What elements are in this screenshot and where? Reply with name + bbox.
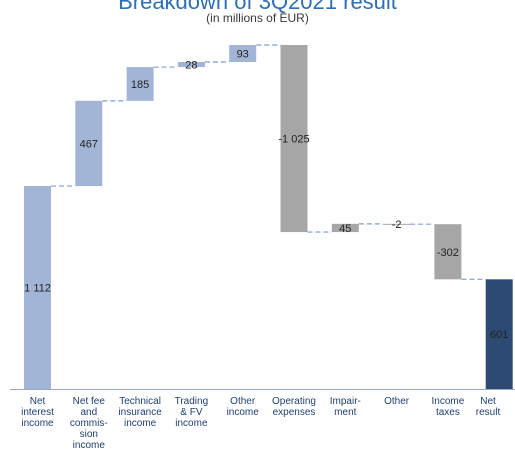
bar-0 xyxy=(24,186,51,389)
bar-2 xyxy=(126,67,154,101)
category-label-4: Other income xyxy=(226,396,259,418)
category-label-2: Technical insurance income xyxy=(118,396,162,429)
value-label-6: 45 xyxy=(339,223,351,235)
bar-8 xyxy=(434,224,462,280)
bar-7 xyxy=(383,223,411,225)
category-label-9: Net result xyxy=(475,396,501,418)
chart-title: Breakdown of 3Q2021 result xyxy=(118,0,397,14)
category-label-1: Net fee and commis- sion income xyxy=(69,396,108,451)
bar-5 xyxy=(280,45,308,233)
bar-1 xyxy=(75,100,103,187)
value-label-8: -302 xyxy=(437,247,459,259)
category-label-3: Trading & FV income xyxy=(174,396,209,429)
value-label-7: -2 xyxy=(392,219,402,231)
bar-9 xyxy=(485,279,513,389)
chart-subtitle: (in millions of EUR) xyxy=(206,11,309,25)
value-label-9: 601 xyxy=(490,329,508,341)
category-label-8: Income taxes xyxy=(431,396,465,418)
value-label-3: 28 xyxy=(185,60,197,72)
category-label-7: Other xyxy=(384,396,410,407)
bar-6 xyxy=(331,223,359,233)
category-label-0: Net interest income xyxy=(21,396,54,429)
value-label-4: 93 xyxy=(237,48,249,60)
value-label-1: 467 xyxy=(80,138,98,150)
category-label-6: Impair- ment xyxy=(329,396,361,418)
bar-3 xyxy=(177,61,205,68)
category-label-5: Operating expenses xyxy=(272,396,316,418)
value-label-2: 185 xyxy=(131,79,149,91)
value-label-0: 1 112 xyxy=(24,283,51,295)
value-label-5: -1 025 xyxy=(278,134,309,146)
bar-4 xyxy=(229,45,257,62)
